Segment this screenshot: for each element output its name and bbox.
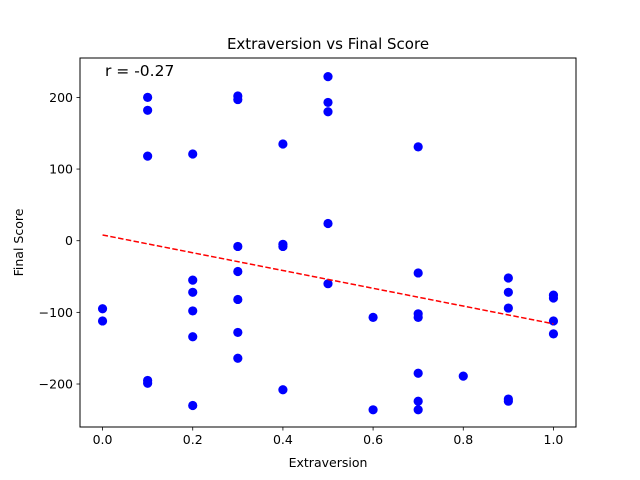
data-point (188, 275, 198, 285)
data-point (97, 316, 108, 326)
y-tick-label: −100 (39, 305, 73, 320)
x-tick-label: 0.6 (363, 432, 383, 447)
y-axis: −200 −100 0 100 200 (39, 90, 80, 392)
x-tick-label: 0.4 (273, 432, 293, 447)
y-axis-label: Final Score (11, 208, 26, 276)
data-point (323, 72, 333, 82)
data-point (143, 151, 153, 161)
data-point (233, 241, 243, 252)
axes-frame (79, 57, 577, 428)
data-point (323, 107, 333, 117)
data-point (323, 97, 333, 108)
data-point (413, 368, 423, 378)
chart-title: Extraversion vs Final Score (227, 35, 429, 53)
trend-line (102, 234, 554, 325)
plot-area (97, 72, 559, 415)
data-point (413, 142, 423, 152)
data-point (548, 316, 559, 326)
data-point (278, 385, 288, 395)
data-point (323, 218, 333, 229)
data-point (188, 306, 198, 316)
y-tick-label: 100 (49, 162, 73, 177)
data-point (503, 303, 513, 313)
x-axis: 0.0 0.2 0.4 0.6 0.8 1.0 (93, 427, 564, 447)
y-tick-label: 0 (65, 233, 73, 248)
data-point (503, 396, 513, 406)
data-point (188, 400, 198, 411)
data-point (143, 378, 153, 388)
data-point (233, 94, 243, 105)
data-point (233, 353, 243, 363)
data-point (458, 371, 468, 381)
data-point (278, 241, 288, 252)
correlation-annotation: r = -0.27 (105, 62, 174, 80)
data-point (233, 294, 243, 305)
data-point (368, 312, 378, 322)
data-point (503, 287, 513, 297)
data-point (188, 149, 198, 159)
data-point (143, 105, 153, 115)
data-point (413, 268, 423, 278)
data-point (503, 273, 513, 283)
x-tick-label: 0.0 (93, 432, 113, 447)
y-tick-label: 200 (49, 90, 73, 105)
data-point (233, 266, 243, 277)
data-point (97, 304, 108, 314)
data-point (413, 405, 423, 415)
data-point (233, 327, 243, 338)
x-axis-label: Extraversion (289, 455, 368, 470)
data-point (278, 139, 288, 149)
x-tick-label: 0.2 (183, 432, 203, 447)
x-tick-label: 0.8 (453, 432, 473, 447)
data-point (548, 329, 559, 339)
data-point (188, 287, 198, 297)
data-point (413, 396, 423, 406)
y-tick-label: −200 (39, 377, 73, 392)
data-point (368, 405, 378, 415)
data-point (323, 279, 333, 289)
data-point (188, 332, 198, 342)
data-point (548, 293, 559, 303)
x-tick-label: 1.0 (544, 432, 564, 447)
data-point (143, 92, 153, 103)
data-point (413, 312, 423, 322)
